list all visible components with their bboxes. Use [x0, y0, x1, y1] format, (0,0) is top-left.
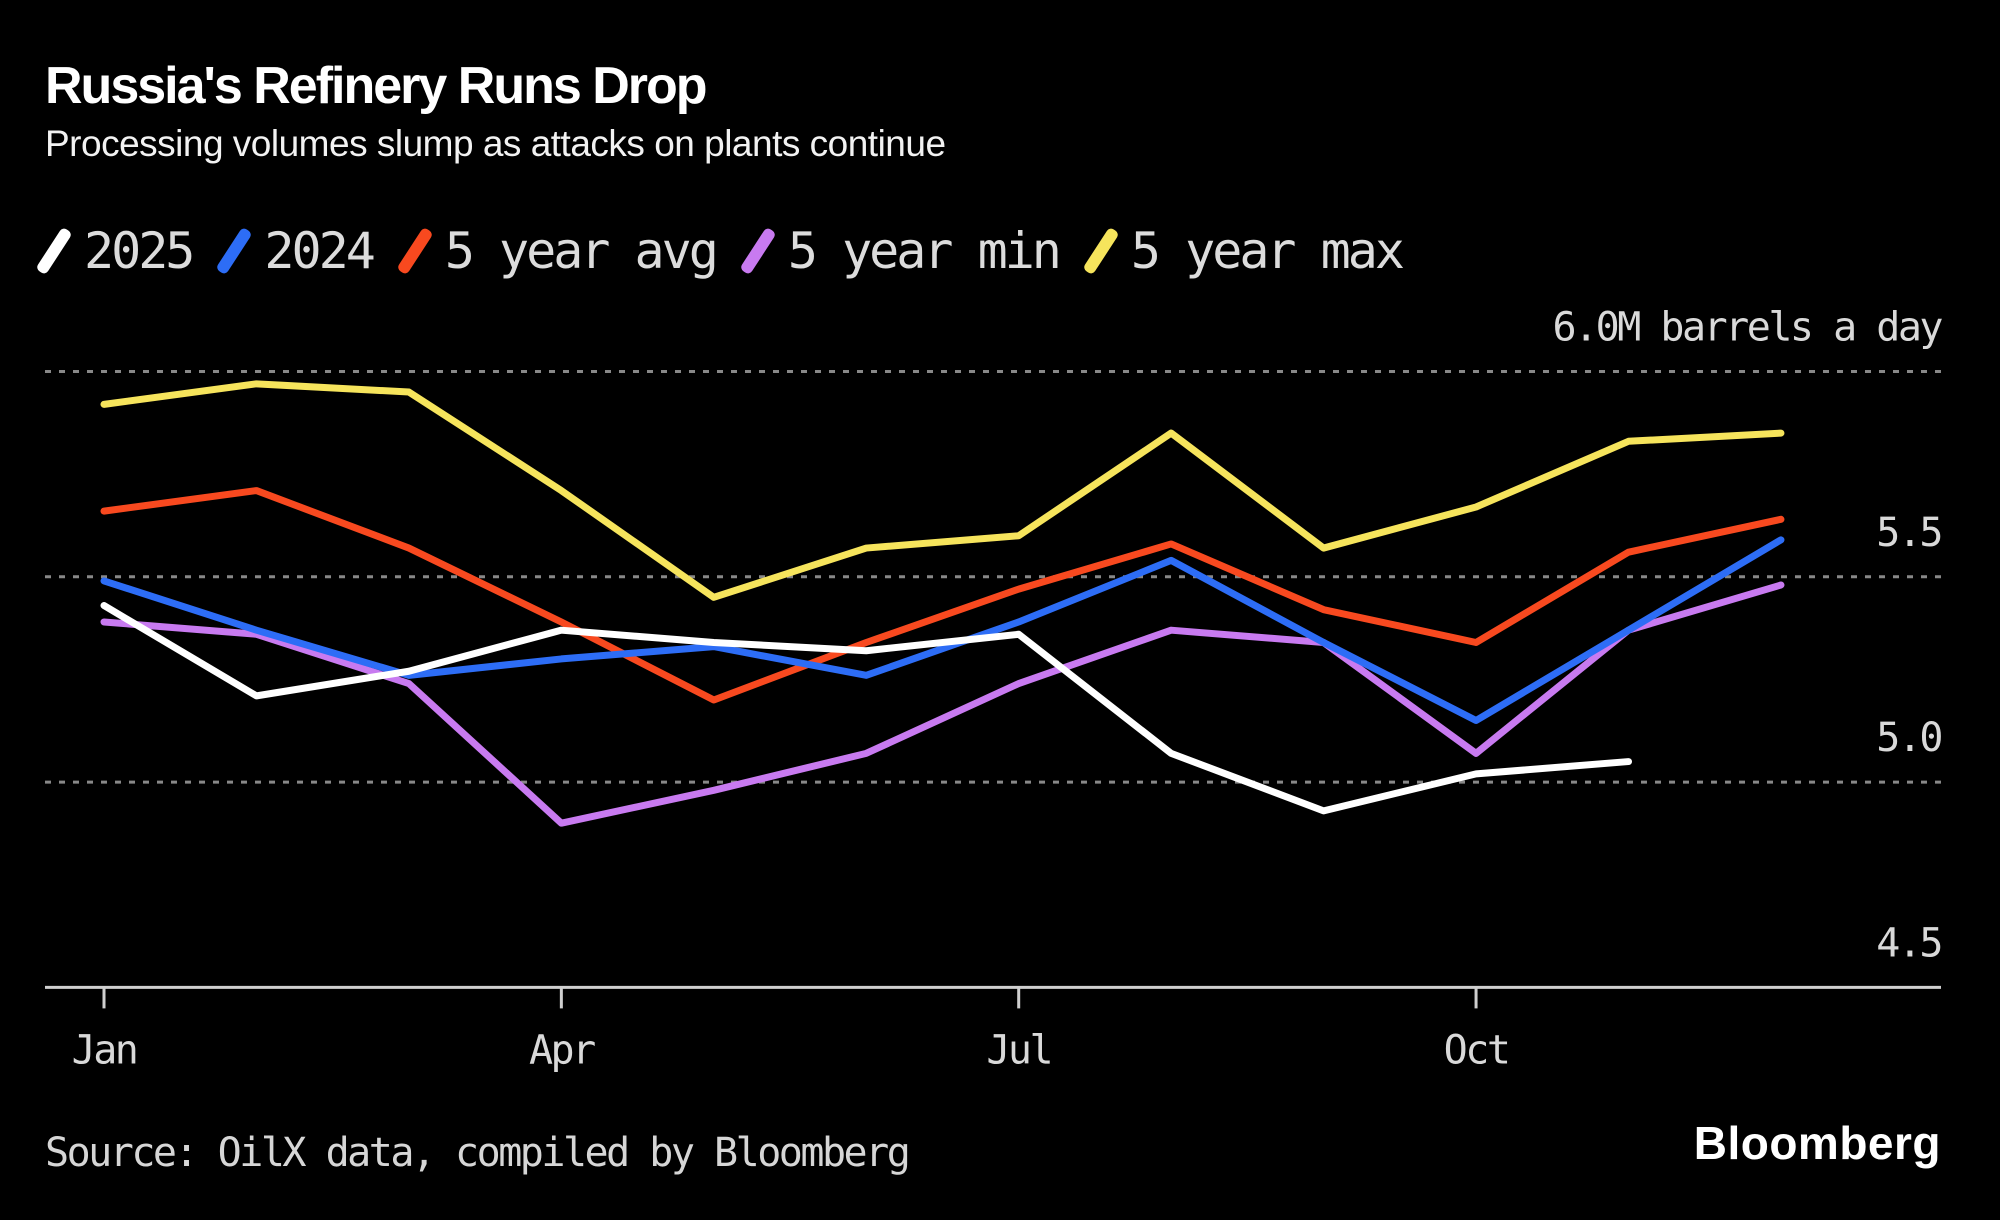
y-tick-label-5.5: 5.5 — [1876, 510, 1941, 556]
line-2024 — [100, 536, 1785, 725]
bloomberg-logo: Bloomberg — [1693, 1117, 1941, 1169]
line-5-year-min — [100, 581, 1785, 827]
legend-item-5-year-avg: 5 year avg — [396, 222, 719, 280]
y-tick-label-6: 6.0M barrels a day — [1553, 305, 1943, 351]
page-title: Russia's Refinery Runs Drop — [45, 57, 708, 115]
legend-label: 2024 — [264, 222, 375, 280]
legend-item-5-year-min: 5 year min — [739, 222, 1062, 280]
page-subtitle: Processing volumes slump as attacks on p… — [45, 123, 946, 164]
line-2025 — [100, 602, 1632, 815]
legend-label: 5 year min — [787, 222, 1062, 280]
legend-label: 2025 — [84, 222, 195, 280]
legend: 2025 2024 5 year avg 5 year min 5 year max — [35, 222, 1405, 280]
legend-label: 5 year max — [1130, 222, 1405, 280]
x-tick-label-Oct: Oct — [1444, 1027, 1509, 1073]
y-tick-label-4.5: 4.5 — [1876, 920, 1941, 966]
x-tick-label-Apr: Apr — [529, 1027, 595, 1073]
x-tick-label-Jul: Jul — [986, 1027, 1051, 1073]
source-note: Source: OilX data, compiled by Bloomberg — [45, 1130, 911, 1176]
legend-item-2024: 2024 — [215, 222, 376, 280]
legend-item-2025: 2025 — [35, 222, 195, 280]
x-tick-label-Jan: Jan — [72, 1027, 137, 1073]
legend-label: 5 year avg — [444, 222, 719, 280]
legend-item-5-year-max: 5 year max — [1082, 222, 1405, 280]
line-5-year-max — [100, 380, 1785, 601]
y-tick-label-5: 5.0 — [1876, 715, 1941, 761]
line-5-year-avg — [100, 487, 1785, 704]
